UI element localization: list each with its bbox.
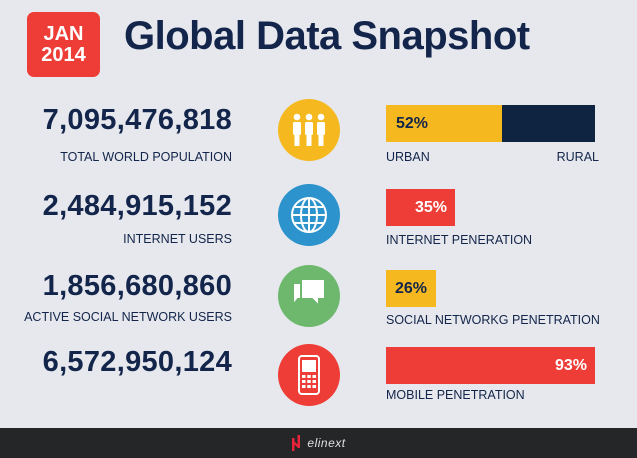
chat-bubbles-icon	[278, 265, 340, 327]
mobile-phone-icon	[278, 344, 340, 406]
stat-social-users-value: 1,856,680,860	[42, 270, 232, 302]
elinext-logo-icon	[292, 435, 301, 451]
date-badge: JAN 2014	[27, 12, 100, 77]
rural-label: RURAL	[556, 150, 599, 164]
page-title: Global Data Snapshot	[124, 14, 530, 58]
brand-name: elinext	[307, 436, 346, 450]
globe-icon	[278, 184, 340, 246]
stat-internet-users-value: 2,484,915,152	[42, 190, 232, 222]
stat-world-population-value: 7,095,476,818	[42, 104, 232, 136]
stat-social-users-label: ACTIVE SOCIAL NETWORK USERS	[24, 310, 232, 324]
social-penetration-label: SOCIAL NETWORKG PENETRATION	[386, 313, 600, 327]
mobile-penetration-label: MOBILE PENETRATION	[386, 388, 525, 402]
date-month: JAN	[43, 22, 84, 45]
urban-label: URBAN	[386, 150, 430, 164]
date-year: 2014	[41, 43, 86, 66]
urban-bar-fill: 52%	[386, 105, 502, 142]
urban-rural-bar: 52%	[386, 105, 595, 142]
stat-world-population-label: TOTAL WORLD POPULATION	[60, 150, 232, 164]
internet-penetration-label: INTERNET PENERATION	[386, 233, 533, 247]
social-penetration-bar: 26%	[386, 270, 436, 307]
internet-penetration-bar: 35%	[386, 189, 455, 226]
footer: elinext	[0, 428, 637, 458]
stat-internet-users-label: INTERNET USERS	[123, 232, 232, 246]
mobile-penetration-bar: 93%	[386, 347, 595, 384]
people-icon	[278, 99, 340, 161]
stat-mobile-value: 6,572,950,124	[42, 346, 232, 378]
